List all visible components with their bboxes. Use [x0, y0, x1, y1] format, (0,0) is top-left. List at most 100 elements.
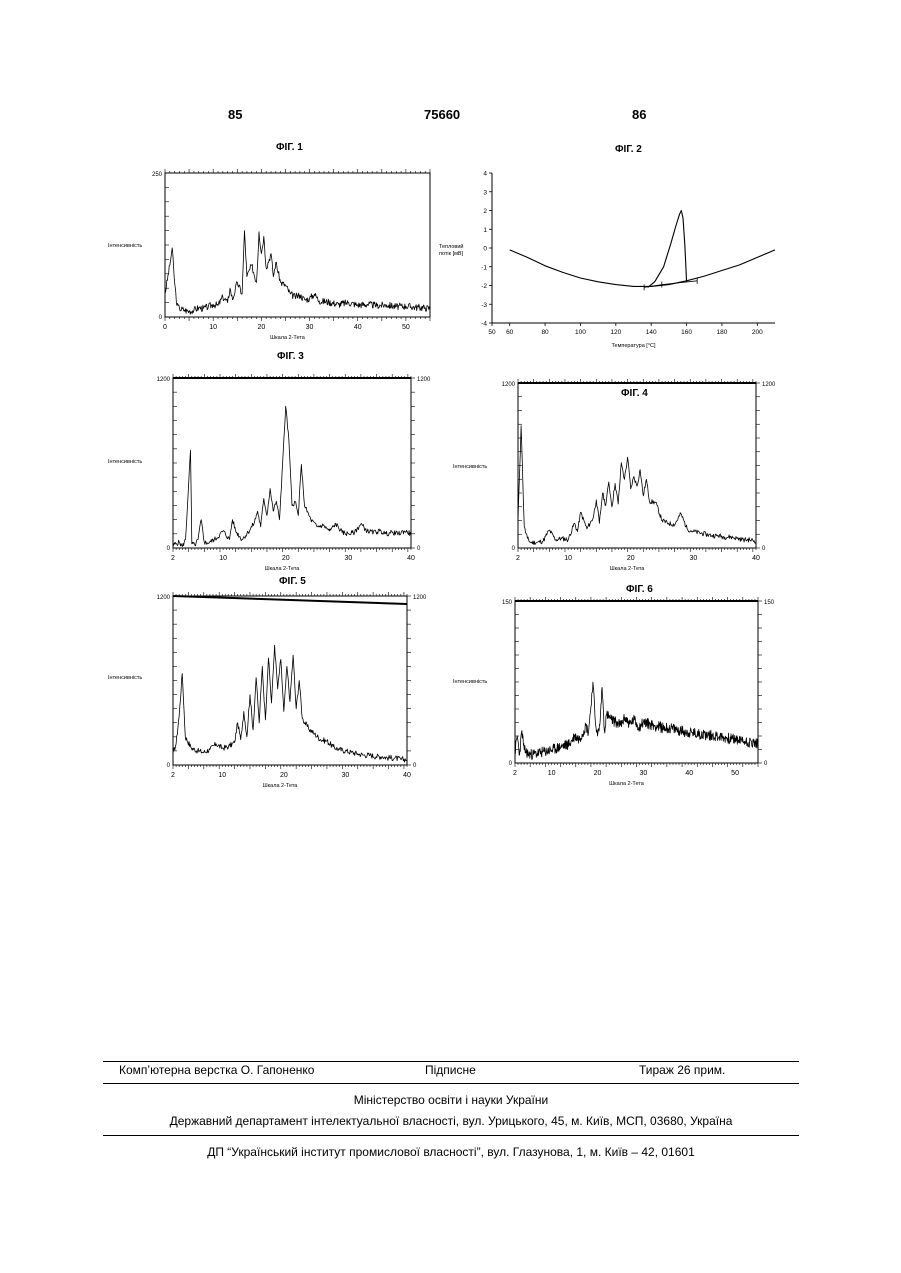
y-max-label: 1200 [502, 382, 516, 388]
x-tick-label: 2 [171, 555, 175, 562]
x-tick-label: 140 [646, 329, 657, 336]
figure-1-title: ФІГ. 1 [276, 142, 303, 153]
figure-6-xrd-plot: 2102030405015001500ІнтенсивністьШкала 2-… [445, 595, 785, 815]
figure-5-xrd-plot: 2102030401200012000ІнтенсивністьШкала 2-… [100, 590, 440, 800]
x-tick-label: 50 [488, 329, 496, 336]
x-axis-title: Температура [°C] [611, 343, 656, 349]
y-tick-label: -1 [481, 264, 487, 271]
footer-rule-bottom [103, 1135, 799, 1136]
y-tick-label: 4 [483, 171, 487, 178]
x-tick-label: 40 [354, 324, 362, 331]
x-tick-label: 10 [209, 324, 217, 331]
top-axis-line [173, 596, 407, 604]
y-axis-title-line-2: потік [мВ] [439, 251, 464, 257]
circulation-note: Тираж 26 прим. [639, 1063, 725, 1077]
plot-frame [165, 173, 430, 317]
signed-note: Підписне [425, 1063, 476, 1077]
x-tick-label: 10 [218, 772, 226, 779]
x-tick-label: 20 [257, 324, 265, 331]
x-tick-label: 2 [513, 770, 517, 777]
x-axis-title: Шкала 2-Тета [263, 783, 299, 789]
y-max-label: 1200 [157, 377, 171, 383]
y-tick-label: 0 [483, 246, 487, 253]
right-y-zero-label: 0 [417, 546, 421, 552]
x-tick-label: 2 [171, 772, 175, 779]
y-tick-label: 3 [483, 189, 487, 196]
right-y-max-label: 150 [764, 600, 775, 606]
x-tick-label: 50 [731, 770, 739, 777]
x-tick-label: 10 [548, 770, 556, 777]
right-y-zero-label: 0 [762, 546, 766, 552]
right-y-max-label: 1200 [762, 382, 776, 388]
institute-line: ДП “Український інститут промислової вла… [103, 1145, 799, 1159]
x-tick-label: 80 [541, 329, 549, 336]
y-tick-label: 1 [483, 227, 487, 234]
x-axis-title: Шкала 2-Тета [265, 566, 301, 572]
y-axis-title: Інтенсивність [108, 675, 142, 681]
x-tick-label: 20 [594, 770, 602, 777]
plot-frame [173, 596, 407, 765]
y-tick-label: -2 [481, 283, 487, 290]
right-y-zero-label: 0 [413, 763, 417, 769]
x-tick-label: 20 [282, 555, 290, 562]
x-tick-label: 30 [306, 324, 314, 331]
x-tick-label: 30 [639, 770, 647, 777]
x-axis-title: Шкала 2-Тета [270, 335, 306, 341]
x-tick-label: 40 [752, 555, 760, 562]
plot-frame [173, 378, 411, 548]
x-tick-label: 100 [575, 329, 586, 336]
x-tick-label: 50 [402, 324, 410, 331]
x-tick-label: 30 [344, 555, 352, 562]
page-number-right: 86 [632, 107, 646, 122]
y-axis-title-line-1: Тепловий [439, 243, 463, 250]
x-tick-label: 10 [219, 555, 227, 562]
x-tick-label: 30 [342, 772, 350, 779]
x-tick-label: 10 [564, 555, 572, 562]
x-tick-label: 2 [516, 555, 520, 562]
y-tick-label: -4 [481, 321, 487, 328]
x-tick-label: 30 [689, 555, 697, 562]
right-y-max-label: 1200 [413, 595, 427, 601]
patent-number: 75660 [424, 107, 460, 122]
footer-imprint-row: Комп’ютерна верстка О. Гапоненко Підписн… [103, 1063, 799, 1081]
plot-frame [518, 383, 756, 548]
figure-1-xrd-plot: 010203040502500ІнтенсивністьШкала 2-Тета [100, 155, 450, 355]
y-axis-title: Інтенсивність [453, 679, 487, 685]
right-y-max-label: 1200 [417, 377, 431, 383]
layout-credit: Комп’ютерна верстка О. Гапоненко [119, 1063, 314, 1077]
footer-rule-middle [103, 1083, 799, 1084]
y-zero-label: 0 [159, 315, 163, 321]
x-axis-title: Шкала 2-Тета [609, 781, 645, 787]
y-zero-label: 0 [509, 761, 513, 767]
y-max-label: 1200 [157, 595, 171, 601]
footer-rule-top [103, 1061, 799, 1062]
x-axis-title: Шкала 2-Тета [610, 566, 646, 572]
x-tick-label: 120 [610, 329, 621, 336]
y-zero-label: 0 [167, 546, 171, 552]
y-max-label: 250 [152, 172, 163, 178]
ministry-line: Міністерство освіти і науки України [103, 1093, 799, 1107]
dsc-melting-peak [648, 211, 687, 288]
x-tick-label: 200 [752, 329, 763, 336]
x-tick-label: 180 [717, 329, 728, 336]
diffraction-pattern-trace [173, 645, 407, 762]
x-tick-label: 60 [506, 329, 514, 336]
figure-2-title: ФІГ. 2 [615, 144, 642, 155]
y-axis-title: Інтенсивність [108, 243, 142, 249]
figure-2-dsc-plot: 43210-1-2-3-4506080100120140160180200Теп… [435, 165, 785, 360]
diffraction-pattern-trace [515, 682, 758, 760]
figure-6-title: ФІГ. 6 [626, 584, 653, 595]
page-number-left: 85 [228, 107, 242, 122]
y-max-label: 150 [502, 600, 513, 606]
x-tick-label: 40 [407, 555, 415, 562]
diffraction-pattern-trace [165, 231, 430, 315]
x-tick-label: 20 [280, 772, 288, 779]
x-tick-label: 160 [681, 329, 692, 336]
figure-3-xrd-plot: 2102030401200012000ІнтенсивністьШкала 2-… [100, 370, 440, 580]
figure-4-xrd-plot: 2102030401200012000ІнтенсивністьШкала 2-… [445, 375, 785, 585]
diffraction-pattern-trace [518, 426, 756, 545]
x-tick-label: 40 [685, 770, 693, 777]
y-tick-label: 2 [483, 208, 487, 215]
dsc-baseline-curve [510, 250, 775, 287]
department-line: Державний департамент інтелектуальної вл… [103, 1114, 799, 1128]
